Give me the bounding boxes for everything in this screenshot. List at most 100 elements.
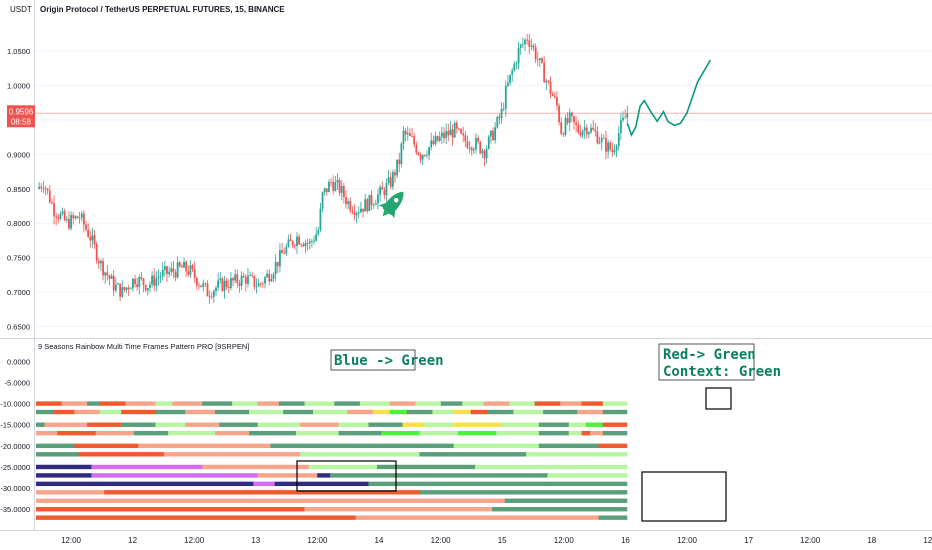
candle-body [434, 136, 437, 144]
heatmap-segment [87, 401, 101, 406]
candle-body [513, 63, 516, 71]
candle-body [613, 150, 616, 153]
candle-body [573, 116, 575, 123]
candle-body [321, 192, 324, 209]
projection-curve [626, 59, 712, 137]
candle-body [183, 261, 185, 268]
candle-body [517, 47, 520, 64]
heatmap-segment [53, 409, 76, 415]
candle-body [409, 133, 411, 137]
candle-body [411, 136, 413, 137]
candle-body [74, 216, 77, 219]
candle-body [481, 150, 484, 154]
heatmap-segment [338, 430, 383, 436]
heatmap-segment [163, 452, 302, 457]
heatmap-segment [36, 490, 106, 495]
heatmap-segment [534, 401, 562, 406]
candle-body [240, 275, 243, 286]
candle-body [385, 183, 388, 196]
candle-body [210, 296, 213, 298]
candle-body [430, 140, 433, 148]
heatmap-segment [36, 473, 93, 478]
candle-body [155, 278, 158, 286]
candle-body [492, 130, 494, 141]
candle-body [193, 269, 196, 278]
candle-body [328, 181, 330, 193]
time-tick-label: 12:00 [800, 536, 821, 545]
candle-body [530, 45, 533, 47]
time-tick-label: 12:00 [184, 536, 205, 545]
heatmap-segment [215, 409, 251, 415]
red-green-highlight-box [641, 471, 727, 522]
heatmap-segment [419, 490, 628, 495]
candle-body [509, 74, 511, 83]
candle-body [234, 274, 237, 281]
candle-body [225, 280, 228, 287]
candle-body [611, 149, 614, 153]
candle-body [387, 177, 390, 184]
candle-body [274, 261, 277, 275]
heatmap-segment [202, 464, 310, 470]
price-tick-label: 0.9000 [7, 150, 30, 159]
symbol-title[interactable]: Origin Protocol / TetherUS PERPETUAL FUT… [40, 5, 285, 14]
candle-body [419, 154, 422, 160]
last-price-value: 0.9596 [9, 107, 34, 116]
candle-body [524, 39, 526, 45]
indicator-tick-label: -15.0000 [0, 421, 30, 430]
candle-body [551, 93, 554, 96]
candle-body [304, 242, 307, 247]
candle-body [95, 244, 98, 261]
candle-body [51, 202, 53, 204]
candle-body [323, 188, 326, 193]
candle-body [381, 187, 384, 190]
candle-body [283, 253, 286, 254]
candle-body [342, 186, 345, 197]
heatmap-segment [317, 473, 332, 478]
heatmap-segment [74, 443, 140, 449]
candle-body [360, 208, 362, 213]
last-price-badge: 0.9596 08:58 [7, 105, 35, 128]
candle-body [97, 260, 100, 264]
candle-body [163, 266, 166, 270]
candle-body [619, 120, 622, 134]
candle-body [504, 85, 507, 109]
candle-body [598, 142, 601, 144]
candle-body [521, 44, 524, 45]
candle-body [317, 230, 320, 235]
candle-body [212, 291, 215, 297]
time-tick-label: 16 [621, 536, 630, 545]
heatmap-segment [125, 401, 157, 406]
price-gridlines [35, 50, 932, 328]
heatmap-segment [372, 409, 391, 415]
candle-body [340, 186, 343, 193]
candle-body [560, 122, 563, 134]
price-tick-label: 0.7000 [7, 288, 30, 297]
candle-body [170, 268, 173, 272]
time-tick-label: 18 [867, 536, 876, 545]
candle-body [149, 284, 151, 289]
candle-body [206, 283, 209, 297]
candle-body [391, 172, 394, 187]
candle-body [281, 250, 283, 254]
heatmap-segment [274, 481, 370, 487]
candle-body [438, 136, 441, 141]
heatmap-segment [308, 464, 378, 470]
heatmap-segment [99, 409, 123, 415]
candle-body [202, 283, 205, 287]
candle-body [519, 44, 522, 48]
candle-body [285, 246, 288, 254]
candle-body [257, 283, 260, 287]
indicator-title[interactable]: 9 Seasons Rainbow Multi Time Frames Patt… [38, 342, 249, 351]
heatmap-segment [330, 473, 549, 478]
time-axis[interactable]: 12:00 12 12:00 13 12:00 14 12:00 15 12:00 16 12:00… [61, 536, 932, 545]
candle-body [590, 127, 592, 133]
candle-body [449, 129, 452, 136]
indicator-axis[interactable]: 0.0000 -5.0000 -10.0000 -15.0000 -20.0000 -25… [0, 357, 30, 514]
heatmap-segment [172, 401, 204, 406]
candle-body [291, 241, 294, 246]
price-axis[interactable]: 1.05001.00000.95000.90000.85000.80000.75… [7, 47, 30, 332]
candle-body [276, 261, 279, 267]
heatmap-segment [462, 401, 485, 406]
heatmap-segment [215, 430, 251, 436]
